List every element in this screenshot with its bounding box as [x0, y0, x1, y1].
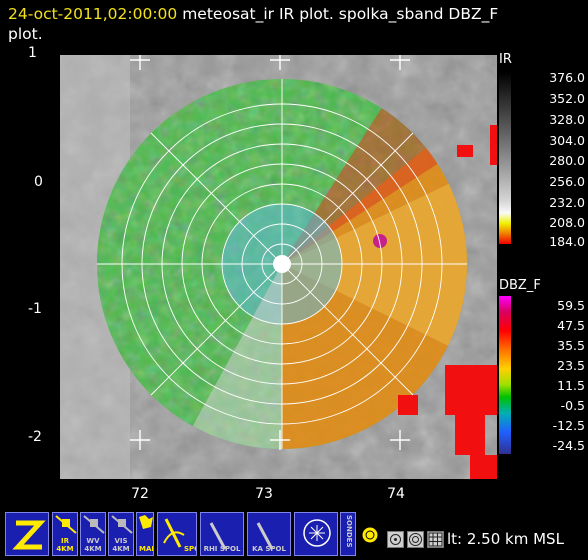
satellite-icon	[55, 515, 77, 534]
plot-title-rest: meteosat_ir IR plot. spolka_sband DBZ_F	[177, 5, 499, 23]
dbz-colorbar-value: -12.5	[552, 418, 585, 433]
dbz-colorbar-value: 11.5	[557, 378, 585, 393]
dbz-colorbar-scale	[499, 296, 511, 454]
radar-dish-icon	[256, 522, 274, 550]
dbz-colorbar-value: -24.5	[552, 438, 585, 453]
satellite-icon	[111, 515, 133, 534]
y-tick-label: 1	[28, 45, 37, 61]
grid-button[interactable]	[427, 531, 444, 548]
ir-colorbar-title: IR	[499, 52, 512, 67]
outer-echoes	[398, 125, 497, 479]
radar-dish-icon	[209, 522, 227, 550]
dbz-colorbar-value: -0.5	[560, 398, 585, 413]
ir-colorbar-value: 328.0	[549, 112, 585, 127]
sondes-button[interactable]: SONDES	[340, 512, 356, 556]
z-letter-icon	[12, 520, 46, 550]
wv-4km-button[interactable]: WV 4KM	[80, 512, 106, 556]
dbz-colorbar: DBZ_F 59.5 47.5 35.5 23.5 11.5 -0.5 -12.…	[497, 278, 588, 468]
map-button[interactable]: MAP	[136, 512, 154, 556]
altitude-status: lt: 2.50 km MSL	[447, 530, 564, 548]
dbz-colorbar-value: 47.5	[557, 318, 585, 333]
snowflake-icon	[303, 519, 331, 547]
range-rings-button[interactable]	[407, 531, 424, 548]
plot-title: 24-oct-2011,02:00:00 meteosat_ir IR plot…	[8, 4, 583, 44]
grid-icon	[428, 532, 443, 547]
ka-spol-button[interactable]: KA SPOL	[247, 512, 291, 556]
toolbar: IR 4KM WV 4KM VIS 4KM MAP SPOL RHI SPOL …	[0, 508, 588, 560]
ir-colorbar-value: 304.0	[549, 133, 585, 148]
radar-site-marker	[273, 255, 291, 273]
ir-colorbar-value: 376.0	[549, 70, 585, 85]
sounding-button[interactable]	[294, 512, 338, 556]
x-tick-label: 72	[131, 486, 149, 502]
ir-colorbar: IR 376.0 352.0 328.0 304.0 280.0 256.0 2…	[497, 52, 588, 252]
ir-colorbar-value: 256.0	[549, 174, 585, 189]
ir-4km-button[interactable]: IR 4KM	[52, 512, 78, 556]
x-tick-label: 74	[387, 486, 405, 502]
rhi-spol-button[interactable]: RHI SPOL	[200, 512, 244, 556]
radar-site-icon	[361, 526, 379, 544]
dbz-colorbar-value: 23.5	[557, 358, 585, 373]
ir-colorbar-value: 280.0	[549, 153, 585, 168]
map-icon	[139, 515, 153, 529]
plot-time: 24-oct-2011,02:00:00	[8, 5, 178, 23]
ir-colorbar-value: 208.0	[549, 215, 585, 230]
z-button[interactable]	[5, 512, 49, 556]
ir-colorbar-value: 184.0	[549, 234, 585, 249]
spol-button[interactable]: SPOL	[157, 512, 197, 556]
ir-colorbar-value: 352.0	[549, 91, 585, 106]
dbz-colorbar-title: DBZ_F	[499, 278, 541, 293]
ir-colorbar-value: 232.0	[549, 195, 585, 210]
grid-markers	[130, 55, 410, 450]
x-tick-label: 73	[255, 486, 273, 502]
ir-colorbar-scale	[499, 72, 511, 244]
plot-title-line2: plot.	[8, 25, 43, 43]
zoom-center-button[interactable]	[387, 531, 404, 548]
radar-plot-area[interactable]	[60, 55, 497, 479]
radar-dish-icon	[163, 518, 185, 548]
dbz-colorbar-value: 59.5	[557, 298, 585, 313]
y-tick-label: -1	[28, 301, 42, 317]
satellite-icon	[83, 515, 105, 534]
y-tick-label: -2	[28, 429, 42, 445]
dbz-colorbar-value: 35.5	[557, 338, 585, 353]
vis-4km-button[interactable]: VIS 4KM	[108, 512, 134, 556]
y-tick-label: 0	[34, 174, 43, 190]
rings-icon	[409, 533, 422, 546]
target-icon	[390, 534, 401, 545]
radar-site-button[interactable]	[358, 512, 380, 556]
